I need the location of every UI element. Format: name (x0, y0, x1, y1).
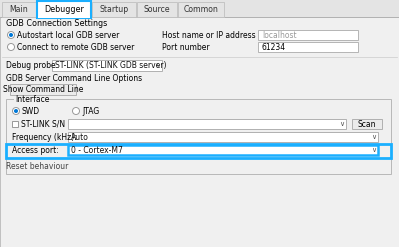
Text: ∨: ∨ (371, 147, 377, 153)
Text: Source: Source (144, 5, 170, 14)
Bar (352, 119, 382, 129)
Text: Debugger: Debugger (44, 4, 84, 14)
Text: Auto: Auto (71, 132, 89, 142)
Text: Common: Common (184, 5, 218, 14)
Bar (38, 17, 90, 19)
Text: Startup: Startup (99, 5, 128, 14)
Text: ∨: ∨ (371, 134, 377, 140)
Text: SWD: SWD (22, 106, 40, 116)
Bar (258, 30, 358, 40)
Text: Connect to remote GDB server: Connect to remote GDB server (17, 42, 134, 52)
Bar (10, 84, 76, 95)
Text: Scan: Scan (358, 120, 376, 128)
Text: GDB Server Command Line Options: GDB Server Command Line Options (6, 74, 142, 82)
Text: Interface: Interface (15, 95, 49, 103)
Bar (68, 132, 378, 142)
Text: ST-LINK S/N: ST-LINK S/N (21, 120, 65, 128)
Text: 0 - Cortex-M7: 0 - Cortex-M7 (71, 145, 123, 155)
Bar (52, 60, 162, 71)
Bar (178, 2, 224, 17)
Bar (68, 119, 346, 129)
Text: JTAG: JTAG (82, 106, 99, 116)
Text: Port number: Port number (162, 42, 209, 52)
Text: Frequency (kHz):: Frequency (kHz): (12, 132, 77, 142)
Text: ∨: ∨ (156, 62, 160, 68)
Text: Autostart local GDB server: Autostart local GDB server (17, 30, 119, 40)
Bar (2, 2, 36, 17)
Bar (14, 96, 46, 103)
Bar (12, 121, 18, 127)
Circle shape (8, 32, 14, 39)
Text: GDB Connection Settings: GDB Connection Settings (6, 20, 107, 28)
Text: Access port:: Access port: (12, 145, 59, 155)
Bar (68, 145, 378, 155)
Text: Host name or IP address: Host name or IP address (162, 30, 256, 40)
Bar (92, 2, 136, 17)
Circle shape (14, 109, 18, 113)
Bar (6, 99, 391, 174)
Circle shape (8, 43, 14, 50)
Circle shape (9, 33, 13, 37)
Text: ∨: ∨ (340, 121, 345, 127)
Text: Reset behaviour: Reset behaviour (6, 162, 68, 170)
Text: 61234: 61234 (262, 42, 286, 52)
Text: ST-LINK (ST-LINK GDB server): ST-LINK (ST-LINK GDB server) (55, 61, 166, 70)
Text: localhost: localhost (262, 30, 296, 40)
Bar (0, 0, 399, 17)
Bar (37, 1, 91, 18)
Text: Main: Main (10, 5, 28, 14)
Bar (258, 42, 358, 52)
Text: Show Command Line: Show Command Line (3, 85, 83, 94)
Bar (6, 144, 391, 158)
Circle shape (73, 107, 79, 115)
Text: Debug probe: Debug probe (6, 61, 55, 69)
Circle shape (12, 107, 20, 115)
Bar (137, 2, 177, 17)
